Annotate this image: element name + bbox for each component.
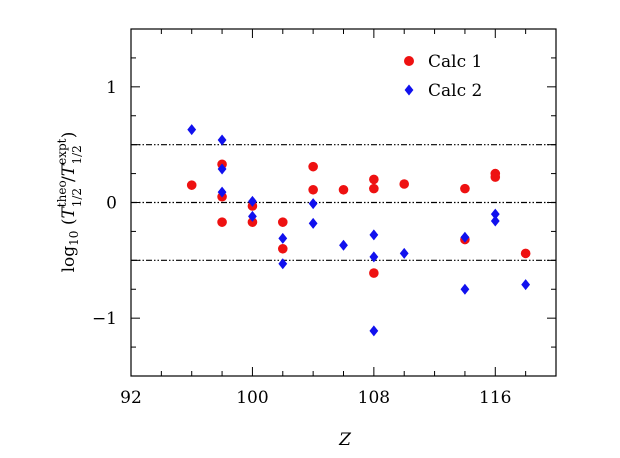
point-calc1 xyxy=(369,183,379,194)
point-calc1 xyxy=(399,179,410,189)
point-calc2 xyxy=(308,217,318,229)
point-calc2 xyxy=(248,210,257,222)
axis-ticks xyxy=(130,28,557,377)
x-axis-title: Z xyxy=(338,430,352,450)
tick-labels: 92 100 108 116 −1 0 1 xyxy=(92,78,512,408)
y-tick-label: −1 xyxy=(92,309,117,329)
point-calc2 xyxy=(369,325,379,337)
x-tick-label: 100 xyxy=(236,388,268,408)
point-calc2 xyxy=(217,134,227,146)
point-calc2 xyxy=(187,124,197,136)
y-axis-title-text: log10 (Ttheo1/2/Texpt1/2) xyxy=(55,132,84,273)
x-tick-label: 108 xyxy=(358,388,390,408)
y-tick-label: 0 xyxy=(106,194,117,214)
point-calc2 xyxy=(399,247,409,259)
point-calc2 xyxy=(278,232,288,244)
point-calc1 xyxy=(490,172,501,182)
point-calc2 xyxy=(217,163,227,175)
legend-marker-calc1 xyxy=(404,56,414,66)
point-calc2 xyxy=(308,198,318,210)
point-calc1 xyxy=(369,268,379,278)
point-calc2 xyxy=(460,231,470,243)
point-calc2 xyxy=(490,215,500,227)
x-tick-label: 116 xyxy=(479,388,511,408)
data-points xyxy=(186,124,531,337)
point-calc2 xyxy=(490,208,500,220)
legend-marker-calc2 xyxy=(404,84,414,96)
point-calc1 xyxy=(277,243,288,254)
point-calc1 xyxy=(277,217,288,227)
point-calc1 xyxy=(308,184,318,195)
point-calc1 xyxy=(186,180,197,190)
point-calc2 xyxy=(369,251,379,263)
point-calc2 xyxy=(339,239,348,251)
point-calc2 xyxy=(248,195,257,207)
reference-lines xyxy=(131,144,556,261)
x-tick-label: 92 xyxy=(120,388,142,408)
point-calc1 xyxy=(247,217,258,227)
legend-label-calc2: Calc 2 xyxy=(428,81,482,101)
point-calc1 xyxy=(338,184,349,195)
point-calc1 xyxy=(217,217,227,227)
y-axis-title: log10 (Ttheo1/2/Texpt1/2) xyxy=(55,132,84,273)
point-calc2 xyxy=(369,229,379,241)
point-calc2 xyxy=(217,186,227,198)
y-tick-label: 1 xyxy=(106,78,117,98)
point-calc1 xyxy=(460,183,470,194)
legend-label-calc1: Calc 1 xyxy=(428,52,482,72)
legend: Calc 1 Calc 2 xyxy=(404,52,482,101)
point-calc1 xyxy=(369,174,379,185)
point-calc1 xyxy=(308,161,318,172)
point-calc2 xyxy=(460,283,470,295)
point-calc1 xyxy=(520,248,531,259)
point-calc2 xyxy=(278,258,288,270)
point-calc2 xyxy=(521,279,531,291)
